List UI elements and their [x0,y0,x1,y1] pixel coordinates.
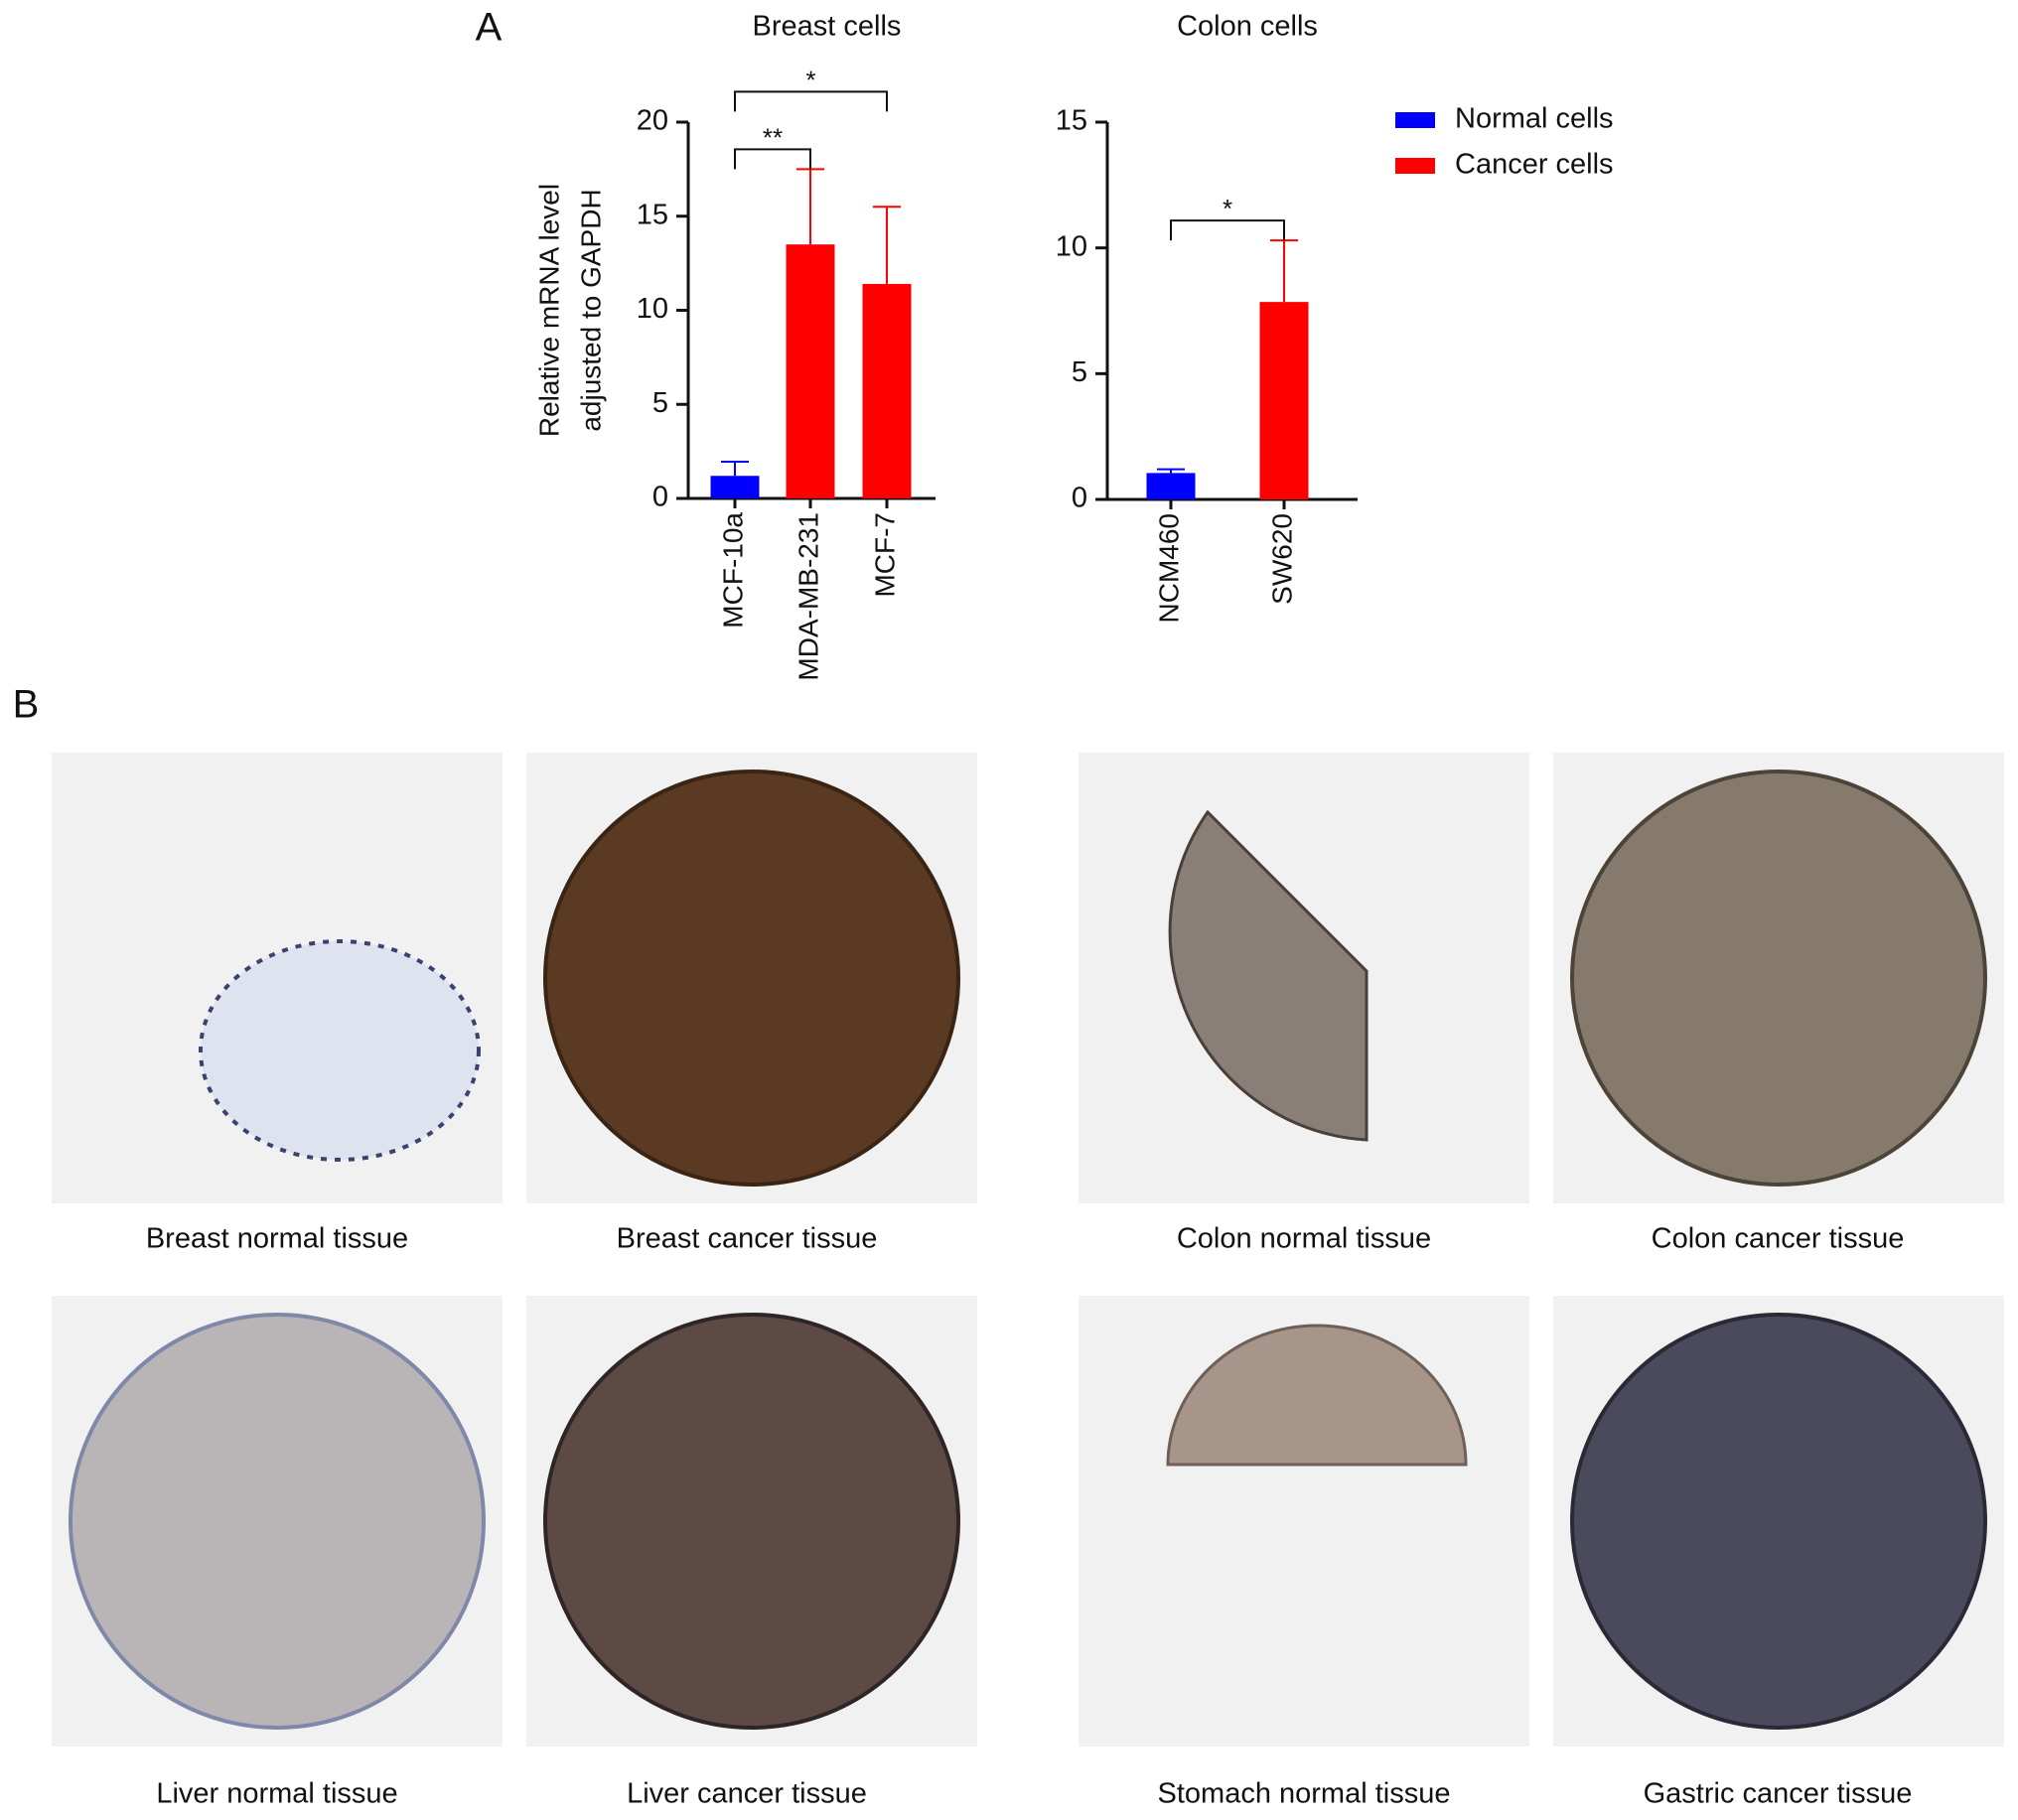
significance-label: * [805,65,815,94]
significance-bracket [734,90,888,112]
tissue-sample [69,1313,486,1730]
tissue-caption: Breast normal tissue [146,1223,408,1255]
y-tick-label: 0 [1072,483,1087,514]
y-axis-label: Relative mRNA level [533,184,564,437]
tissue-sample [1570,1313,1987,1730]
error-bar [721,461,749,477]
tissue-sample [543,1313,960,1730]
panel-label: A [476,6,503,50]
y-tick-label: 15 [637,199,668,230]
axis-line [1105,122,1358,501]
error-bar [1157,468,1185,474]
tissue-caption: Liver normal tissue [156,1778,397,1810]
tissue-sample [1570,770,1987,1187]
tissue-caption: Gastric cancer tissue [1644,1778,1913,1810]
y-tick-label: 5 [652,387,668,419]
legend-label: Cancer cells [1455,149,1614,181]
x-tick-label: SW620 [1266,513,1297,605]
bar [786,244,835,498]
y-tick-label: 0 [652,482,668,513]
bar [1146,473,1196,499]
chart-title: Colon cells [1177,11,1318,43]
error-bar [873,206,901,284]
y-tick-label: 20 [637,105,668,137]
y-tick-label: 10 [637,293,668,325]
x-tick-label: MDA-MB-231 [793,512,823,681]
tissue-caption: Liver cancer tissue [627,1778,867,1810]
x-tick-label: MCF-7 [869,512,900,598]
y-tick-label: 10 [1056,230,1087,262]
chart-title: Breast cells [753,11,902,43]
significance-bracket [734,148,811,170]
x-tick-label: NCM460 [1153,513,1184,623]
legend-swatch [1395,112,1435,128]
x-tick-label: MCF-10a [717,512,748,629]
error-bar [1270,239,1298,303]
tissue-caption: Stomach normal tissue [1158,1778,1451,1810]
significance-label: ** [763,122,783,152]
tissue-sample [1166,1324,1468,1467]
legend-label: Normal cells [1455,103,1614,135]
bar [710,476,760,498]
bar [1259,302,1309,499]
tissue-caption: Breast cancer tissue [617,1223,878,1255]
tissue-sample [199,939,481,1162]
y-tick-label: 5 [1072,356,1087,388]
tissue-caption: Colon normal tissue [1177,1223,1431,1255]
y-axis-label: adjusted to GAPDH [575,189,606,431]
bar [862,283,912,498]
tissue-sample [1168,809,1369,1142]
tissue-caption: Colon cancer tissue [1652,1223,1905,1255]
error-bar [796,168,824,245]
y-tick-label: 15 [1056,105,1087,137]
significance-bracket [1170,219,1285,241]
tissue-sample [543,770,960,1187]
significance-label: * [1223,194,1232,223]
legend-swatch [1395,158,1435,174]
panel-label: B [13,683,40,727]
